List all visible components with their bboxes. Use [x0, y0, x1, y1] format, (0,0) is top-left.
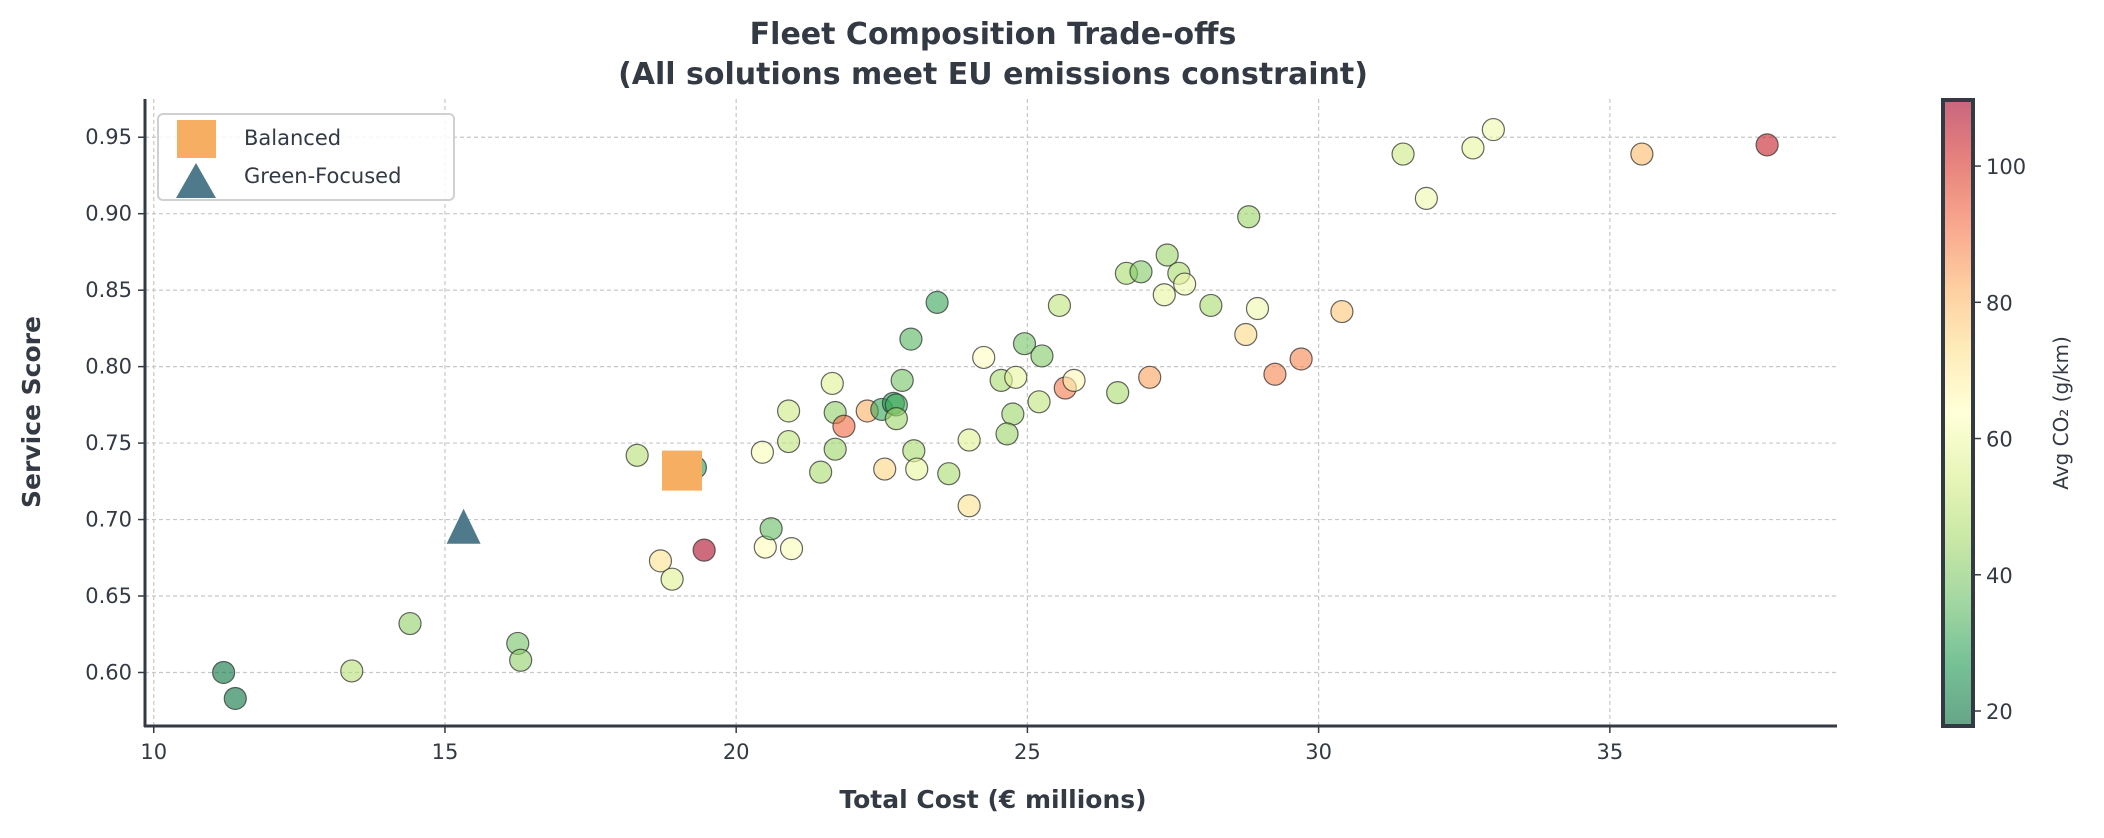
data-point [832, 414, 856, 438]
y-tick-label: 0.95 [85, 125, 132, 149]
data-point [925, 290, 949, 314]
data-point [1004, 365, 1028, 389]
data-point [1012, 332, 1037, 356]
data-point [1414, 186, 1438, 211]
data-point [899, 327, 923, 351]
data-point [972, 345, 996, 370]
data-point [995, 422, 1019, 446]
data-point [1755, 133, 1779, 157]
y-tick-label: 0.85 [85, 278, 132, 302]
data-point [1481, 117, 1505, 142]
data-point [1047, 293, 1072, 318]
data-point [777, 399, 801, 423]
data-point [1245, 296, 1270, 321]
green-focused-marker [446, 508, 481, 544]
data-point [957, 428, 981, 452]
data-point [937, 462, 961, 486]
legend-label-green-focused: Green-Focused [244, 164, 401, 188]
y-tick-label: 0.90 [85, 202, 132, 226]
data-point [777, 429, 801, 454]
data-point [660, 567, 684, 591]
data-point [1106, 381, 1130, 405]
x-tick-label: 20 [723, 740, 750, 764]
x-tick-label: 35 [1596, 740, 1623, 764]
data-point [1062, 368, 1086, 392]
colorbar: 20 40 60 80 100 Avg CO₂ (g/km) [1941, 98, 2073, 728]
x-tick-label: 25 [1014, 740, 1041, 764]
y-tick-label: 0.60 [85, 660, 132, 684]
data-point [1237, 205, 1261, 229]
data-point [1391, 142, 1415, 166]
data-point [1152, 283, 1176, 307]
data-point [1330, 299, 1354, 324]
legend-triangle-icon [176, 163, 216, 198]
data-point [957, 494, 981, 518]
data-point [625, 443, 649, 467]
data-point [750, 440, 774, 464]
legend-label-balanced: Balanced [244, 126, 341, 150]
colorbar-tick-label: 60 [1986, 428, 2013, 452]
chart-subtitle: (All solutions meet EU emissions constra… [618, 57, 1368, 92]
data-points [212, 117, 1779, 711]
data-point [1461, 136, 1485, 160]
data-point [1129, 260, 1153, 284]
legend: Balanced Green-Focused [157, 113, 455, 201]
colorbar-label: Avg CO₂ (g/km) [2049, 336, 2073, 490]
balanced-marker [662, 450, 703, 491]
data-point [884, 407, 908, 431]
data-point [1263, 362, 1287, 386]
data-point [779, 537, 804, 561]
data-point [759, 517, 783, 541]
data-point [509, 648, 533, 672]
data-point [692, 538, 716, 562]
data-point [809, 460, 833, 484]
data-point [1199, 293, 1223, 318]
y-axis-label: Service Score [17, 316, 46, 508]
data-point [1155, 243, 1179, 267]
data-point [648, 549, 673, 573]
y-tick-label: 0.75 [85, 431, 132, 455]
data-point [1234, 322, 1258, 347]
data-point [1001, 402, 1025, 426]
data-point [1630, 142, 1654, 166]
colorbar-tick-label: 40 [1986, 564, 2013, 588]
data-point [873, 457, 897, 481]
x-axis-ticks: 10 15 20 25 30 35 [140, 726, 1623, 764]
highlight-markers [446, 450, 703, 544]
chart-title: Fleet Composition Trade-offs [750, 17, 1237, 52]
colorbar-tick-label: 100 [1986, 155, 2026, 179]
x-tick-label: 30 [1305, 740, 1332, 764]
x-tick-label: 15 [432, 740, 459, 764]
data-point [223, 686, 247, 711]
y-tick-label: 0.70 [85, 508, 132, 532]
data-point [1289, 347, 1313, 371]
data-point [1138, 365, 1162, 389]
legend-square-icon [177, 120, 216, 158]
colorbar-tick-label: 20 [1986, 700, 2013, 724]
y-axis-ticks: 0.60 0.65 0.70 0.75 0.80 0.85 0.90 0.95 [85, 125, 145, 684]
y-tick-label: 0.65 [85, 584, 132, 608]
data-point [1030, 344, 1054, 368]
data-point [823, 437, 847, 461]
x-tick-label: 10 [140, 740, 167, 764]
data-point [905, 457, 929, 481]
data-point [1027, 390, 1051, 414]
data-point [1173, 272, 1197, 296]
y-tick-label: 0.80 [85, 355, 132, 379]
x-axis-label: Total Cost (€ millions) [839, 785, 1146, 814]
data-point [890, 368, 914, 392]
grid [145, 99, 1837, 726]
data-point [398, 611, 422, 636]
data-point [212, 660, 236, 685]
colorbar-tick-label: 80 [1986, 291, 2013, 315]
data-point [340, 659, 364, 683]
data-point [820, 371, 844, 396]
